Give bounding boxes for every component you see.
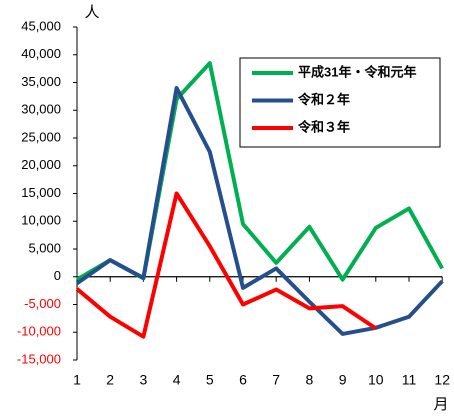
y-tick-label: 35,000 <box>21 74 61 89</box>
x-tick-label: 8 <box>306 372 314 388</box>
series-line <box>75 86 444 336</box>
y-tick-label: 40,000 <box>21 46 61 61</box>
x-tick-label: 4 <box>173 372 181 388</box>
y-tick-label: -5,000 <box>24 296 61 311</box>
x-tick-label: 1 <box>73 372 81 388</box>
x-tick-label: 6 <box>239 372 247 388</box>
x-tick-label: 2 <box>106 372 114 388</box>
x-tick-label: 11 <box>402 372 417 388</box>
x-tick-label: 5 <box>206 372 214 388</box>
y-tick-label: 10,000 <box>21 213 61 228</box>
legend-label: 平成31年・令和元年 <box>298 64 416 79</box>
y-tick-label: 30,000 <box>21 102 61 117</box>
legend-label: 令和２年 <box>298 92 350 107</box>
y-tick-label: 0 <box>54 268 61 283</box>
y-tick-label: 15,000 <box>21 185 61 200</box>
y-tick-label: 5,000 <box>28 240 61 255</box>
y-axis-label: 人 <box>84 4 99 21</box>
y-tick-label: 45,000 <box>21 18 61 33</box>
y-tick-label: 20,000 <box>21 157 61 172</box>
x-tick-label: 10 <box>368 372 384 388</box>
x-tick-label: 12 <box>434 372 450 388</box>
y-tick-label: 25,000 <box>21 129 61 144</box>
x-tick-label: 9 <box>339 372 347 388</box>
x-tick-label: 3 <box>140 372 148 388</box>
legend-label: 令和３年 <box>298 119 350 134</box>
y-tick-label: -10,000 <box>17 324 61 339</box>
series-line <box>75 191 377 339</box>
y-tick-label: -15,000 <box>17 351 61 366</box>
x-axis-label: 月 <box>433 396 448 413</box>
x-tick-label: 7 <box>272 372 280 388</box>
